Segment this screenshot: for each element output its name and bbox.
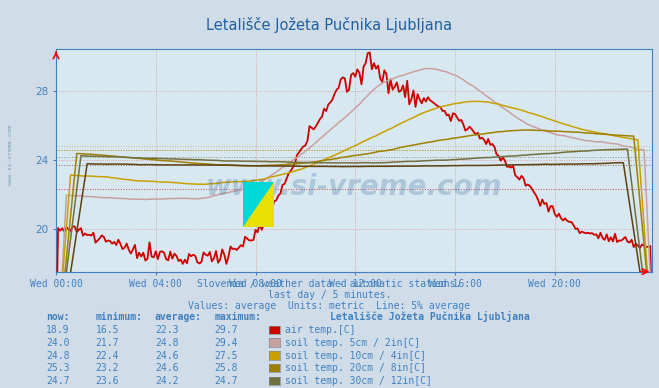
Text: soil temp. 10cm / 4in[C]: soil temp. 10cm / 4in[C] bbox=[285, 350, 426, 360]
Text: 27.5: 27.5 bbox=[214, 350, 238, 360]
Text: 24.0: 24.0 bbox=[46, 338, 70, 348]
Polygon shape bbox=[243, 182, 274, 227]
Text: minimum:: minimum: bbox=[96, 312, 142, 322]
Text: soil temp. 20cm / 8in[C]: soil temp. 20cm / 8in[C] bbox=[285, 363, 426, 373]
Text: soil temp. 5cm / 2in[C]: soil temp. 5cm / 2in[C] bbox=[285, 338, 420, 348]
Text: now:: now: bbox=[46, 312, 70, 322]
Text: 24.6: 24.6 bbox=[155, 350, 179, 360]
Polygon shape bbox=[243, 182, 274, 227]
Text: 24.7: 24.7 bbox=[214, 376, 238, 386]
Text: 29.7: 29.7 bbox=[214, 325, 238, 335]
Text: Letališče Jožeta Pučnika Ljubljana: Letališče Jožeta Pučnika Ljubljana bbox=[206, 17, 453, 33]
Text: 21.7: 21.7 bbox=[96, 338, 119, 348]
Text: 16.5: 16.5 bbox=[96, 325, 119, 335]
Text: Slovenia / weather data - automatic stations.: Slovenia / weather data - automatic stat… bbox=[197, 279, 462, 289]
Text: 25.3: 25.3 bbox=[46, 363, 70, 373]
Text: 23.6: 23.6 bbox=[96, 376, 119, 386]
Text: average:: average: bbox=[155, 312, 202, 322]
Text: Letališče Jožeta Pučnika Ljubljana: Letališče Jožeta Pučnika Ljubljana bbox=[330, 311, 529, 322]
Text: 23.2: 23.2 bbox=[96, 363, 119, 373]
Text: 25.8: 25.8 bbox=[214, 363, 238, 373]
Text: 22.4: 22.4 bbox=[96, 350, 119, 360]
Text: 29.4: 29.4 bbox=[214, 338, 238, 348]
Text: Values: average  Units: metric  Line: 5% average: Values: average Units: metric Line: 5% a… bbox=[188, 301, 471, 311]
Text: 24.2: 24.2 bbox=[155, 376, 179, 386]
Text: www.si-vreme.com: www.si-vreme.com bbox=[8, 125, 13, 185]
Text: maximum:: maximum: bbox=[214, 312, 261, 322]
Text: 24.6: 24.6 bbox=[155, 363, 179, 373]
Text: last day / 5 minutes.: last day / 5 minutes. bbox=[268, 290, 391, 300]
Text: 24.7: 24.7 bbox=[46, 376, 70, 386]
Text: 24.8: 24.8 bbox=[46, 350, 70, 360]
Text: www.si-vreme.com: www.si-vreme.com bbox=[206, 173, 502, 201]
Text: 24.8: 24.8 bbox=[155, 338, 179, 348]
Text: 22.3: 22.3 bbox=[155, 325, 179, 335]
Text: 18.9: 18.9 bbox=[46, 325, 70, 335]
Text: air temp.[C]: air temp.[C] bbox=[285, 325, 355, 335]
Text: soil temp. 30cm / 12in[C]: soil temp. 30cm / 12in[C] bbox=[285, 376, 432, 386]
